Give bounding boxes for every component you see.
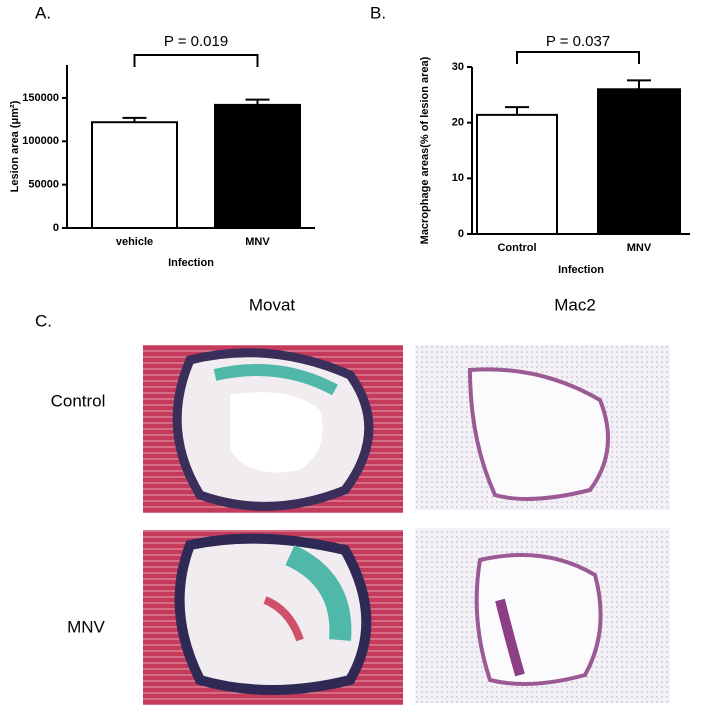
significance-bracket [133,54,259,67]
bar [476,113,558,235]
row-label: MNV [67,617,105,636]
annotation: P = 0.019 [164,33,228,50]
panel-label: A. [35,3,51,22]
panel-label: C. [35,311,52,330]
y-tick-label: 150000 [22,92,59,104]
mac2-control-image [415,345,670,510]
y-tick-label: 50000 [28,179,59,191]
x-axis-label: Infection [168,257,214,269]
error-bar [122,116,147,123]
y-tick-label: 30 [452,61,464,73]
y-axis-label: Lesion area (μm²) [9,100,21,192]
x-tick-label: MNV [627,242,652,254]
y-axis-label: Macrophage areas(% of lesion area) [419,56,431,244]
y-tick-label: 0 [458,228,464,240]
column-header: Movat [249,295,296,314]
x-tick-label: vehicle [116,236,153,248]
bar [91,121,178,229]
bar [214,103,301,229]
mac2-mnv-image [415,528,670,703]
row-label: Control [51,391,106,410]
panel-label: B. [370,3,386,22]
error-bar [245,98,270,105]
error-bar [627,79,651,90]
y-tick-label: 100000 [22,135,59,147]
x-axis-label: Infection [558,264,604,276]
y-tick-label: 0 [53,222,59,234]
y-tick-label: 10 [452,172,464,184]
annotation: P = 0.037 [546,33,610,50]
bar [597,88,681,236]
movat-mnv-image [143,530,403,705]
significance-bracket [516,51,640,64]
column-header: Mac2 [554,295,596,314]
x-tick-label: Control [497,242,536,254]
x-tick-label: MNV [245,236,270,248]
y-tick-label: 20 [452,117,464,129]
error-bar [505,106,529,115]
movat-control-image [143,345,403,513]
